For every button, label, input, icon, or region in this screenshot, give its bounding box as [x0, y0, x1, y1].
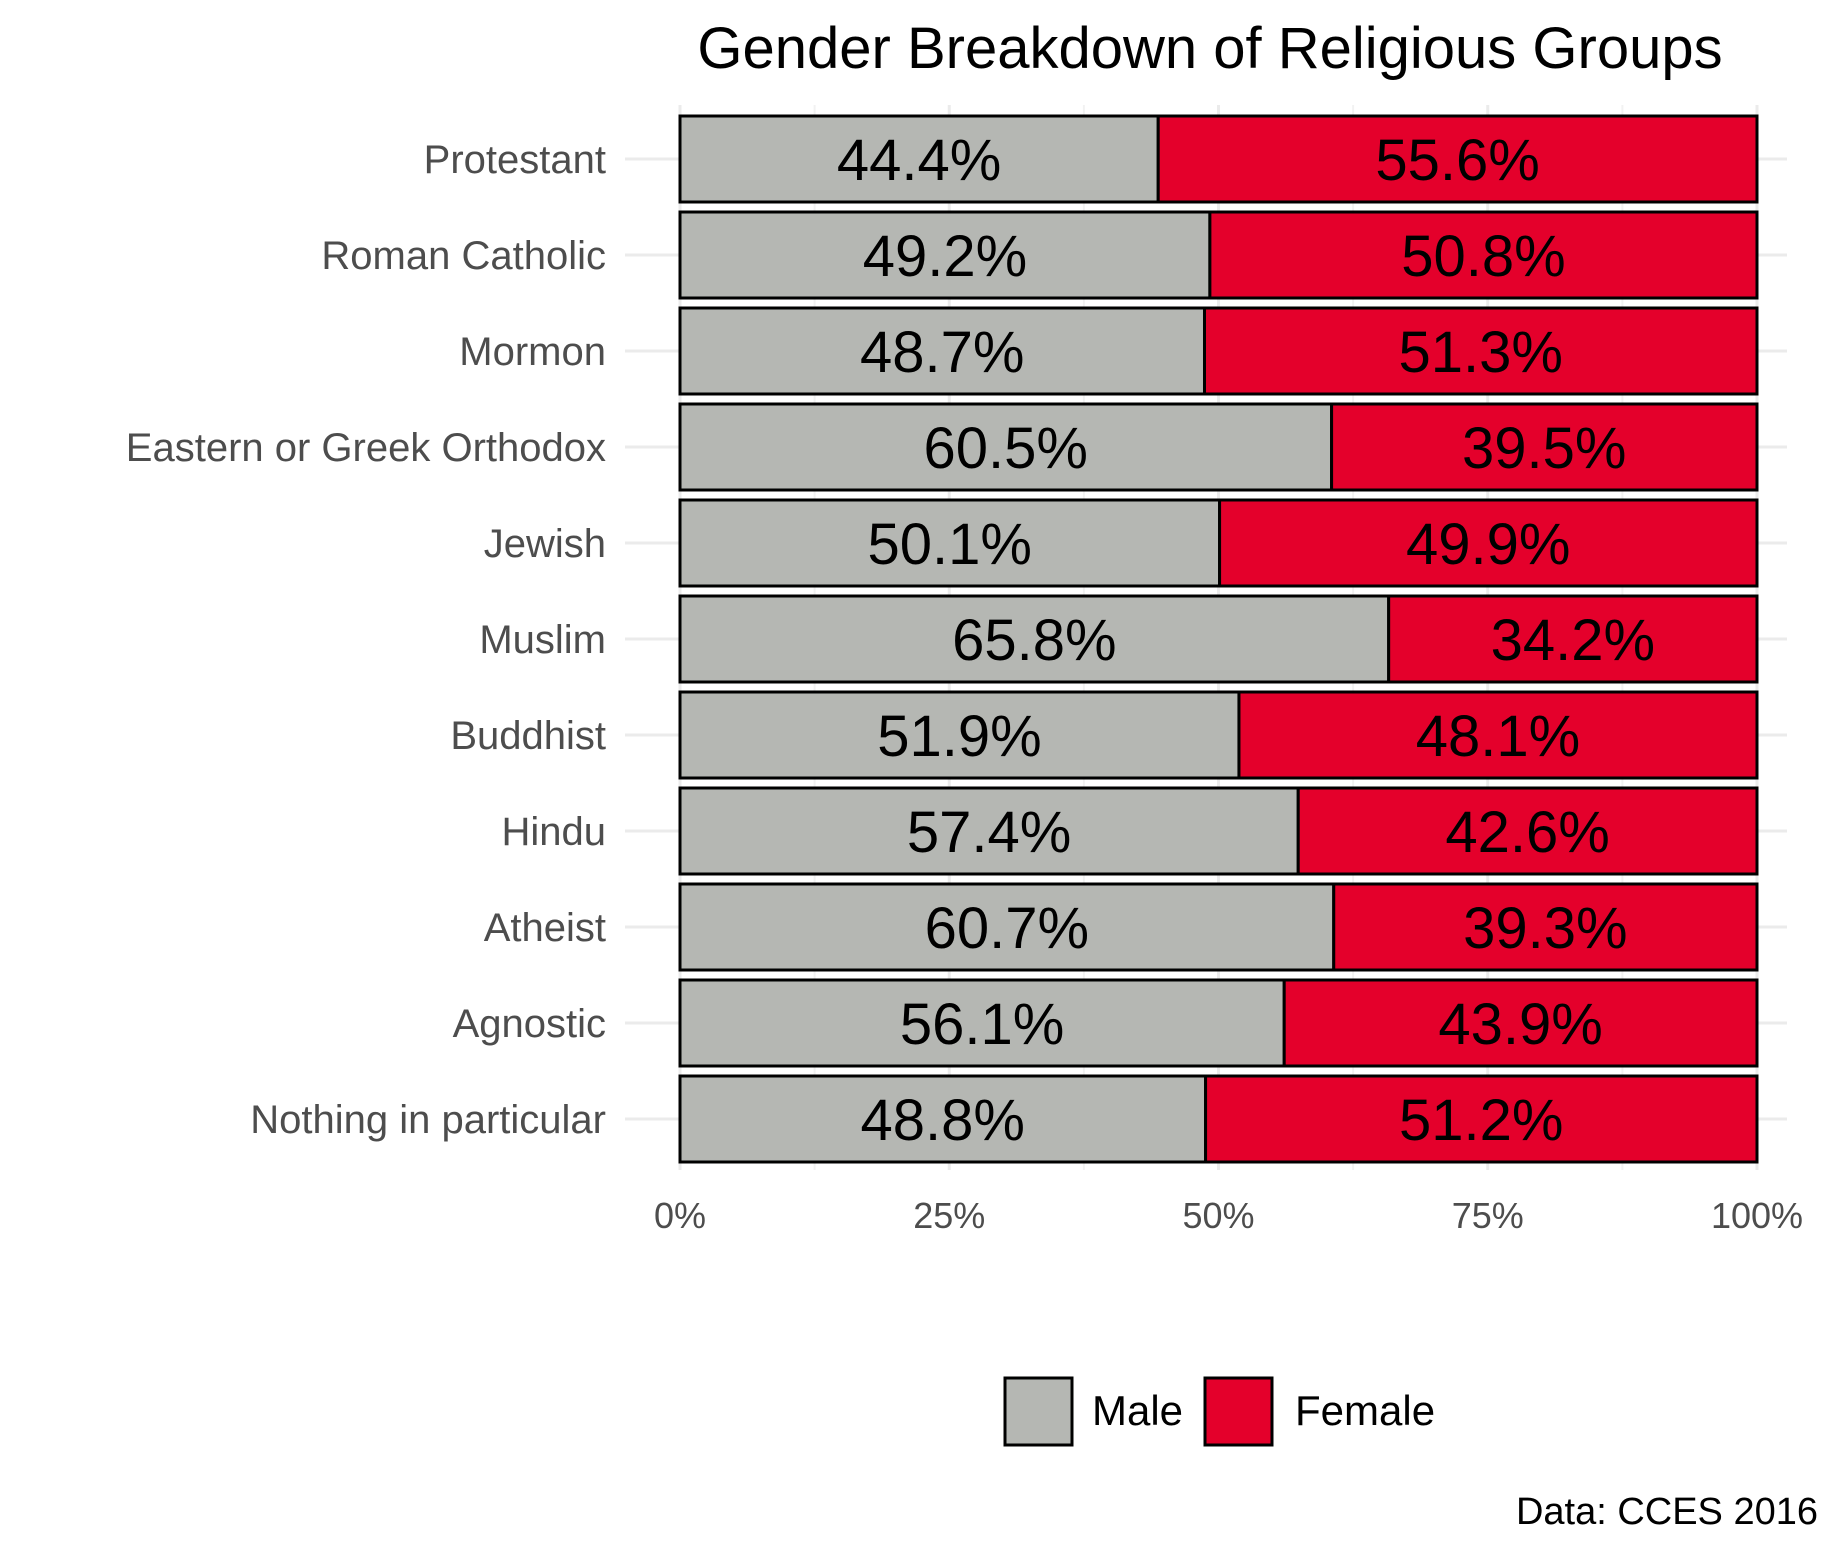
- category-labels: Protestant Roman Catholic Mormon Eastern or…: [126, 138, 606, 1142]
- category-label: Nothing in particular: [250, 1098, 606, 1142]
- bar-segment-male: [678, 210, 1212, 300]
- bar-value-label: 56.1%: [900, 992, 1064, 1057]
- bar-segment-female: [1202, 306, 1759, 396]
- bar-value-label: 65.8%: [952, 608, 1116, 673]
- legend: Male Female: [1003, 1376, 1435, 1447]
- bar-value-label: 60.7%: [925, 896, 1089, 961]
- bar-value-label: 49.2%: [863, 224, 1027, 289]
- legend-label-female: Female: [1295, 1387, 1435, 1434]
- bar-segment-male: [678, 114, 1160, 204]
- bar-segment-male: [678, 690, 1241, 780]
- category-label: Atheist: [484, 906, 606, 950]
- category-label: Buddhist: [450, 714, 606, 758]
- bar-value-label: 39.3%: [1463, 896, 1627, 961]
- x-tick-label: 25%: [913, 1195, 985, 1236]
- bar-value-label: 44.4%: [837, 128, 1001, 193]
- bar-segment-male: [678, 978, 1286, 1068]
- bar-value-label: 43.9%: [1438, 992, 1602, 1057]
- bar-segment-male: [678, 882, 1336, 972]
- category-label: Agnostic: [453, 1002, 606, 1046]
- bar-value-label: 50.8%: [1401, 224, 1565, 289]
- bars: [678, 114, 1759, 1164]
- bar-segment-female: [1296, 786, 1759, 876]
- bar-value-label: 48.7%: [860, 320, 1024, 385]
- bar-value-label: 57.4%: [907, 800, 1071, 865]
- bar-value-label: 49.9%: [1406, 512, 1570, 577]
- x-axis-ticks: 0% 25% 50% 75% 100%: [654, 1195, 1803, 1236]
- category-label: Hindu: [501, 810, 606, 854]
- bar-value-label: 51.9%: [877, 704, 1041, 769]
- x-tick-label: 50%: [1182, 1195, 1254, 1236]
- bar-segment-male: [678, 1074, 1208, 1164]
- x-tick-label: 75%: [1452, 1195, 1524, 1236]
- bar-segment-male: [678, 594, 1391, 684]
- bar-value-label: 51.3%: [1399, 320, 1563, 385]
- bar-value-label: 50.1%: [868, 512, 1032, 577]
- bar-value-label: 48.8%: [861, 1088, 1025, 1153]
- category-label: Mormon: [459, 330, 606, 374]
- bar-segment-female: [1332, 882, 1759, 972]
- bar-segment-female: [1330, 402, 1759, 492]
- bar-segment-female: [1218, 498, 1759, 588]
- legend-label-male: Male: [1092, 1387, 1183, 1434]
- category-label: Muslim: [479, 618, 606, 662]
- category-label: Roman Catholic: [321, 234, 606, 278]
- x-tick-label: 0%: [654, 1195, 706, 1236]
- bar-segment-female: [1282, 978, 1759, 1068]
- bar-value-label: 39.5%: [1462, 416, 1626, 481]
- bar-segment-female: [1237, 690, 1759, 780]
- bar-value-label: 51.2%: [1399, 1088, 1563, 1153]
- category-label: Jewish: [484, 522, 606, 566]
- bar-segment-female: [1156, 114, 1759, 204]
- bar-segment-female: [1208, 210, 1759, 300]
- bar-value-label: 34.2%: [1491, 608, 1655, 673]
- bar-value-labels: 44.4% 55.6% 49.2% 50.8% 48.7% 51.3% 60.5% 39.5%…: [837, 128, 1655, 1153]
- bar-value-label: 42.6%: [1445, 800, 1609, 865]
- bar-value-label: 55.6%: [1375, 128, 1539, 193]
- chart-caption: Data: CCES 2016: [1516, 1491, 1818, 1533]
- legend-swatch-male: [1003, 1376, 1074, 1447]
- bar-value-label: 60.5%: [924, 416, 1088, 481]
- category-label: Protestant: [424, 138, 606, 182]
- bar-segment-female: [1204, 1074, 1759, 1164]
- chart-title: Gender Breakdown of Religious Groups: [697, 16, 1722, 81]
- bar-value-label: 48.1%: [1416, 704, 1580, 769]
- legend-swatch-female: [1203, 1376, 1274, 1447]
- category-label: Eastern or Greek Orthodox: [126, 426, 606, 470]
- x-tick-label: 100%: [1711, 1195, 1803, 1236]
- bar-segment-female: [1387, 594, 1759, 684]
